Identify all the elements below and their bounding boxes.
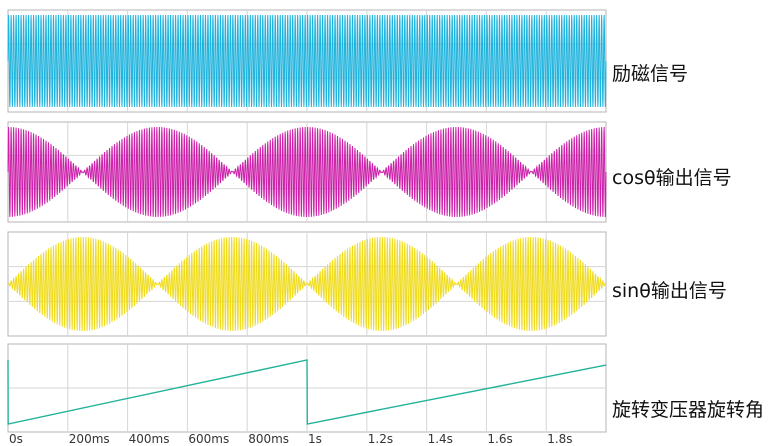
x-tick-label: 800ms — [248, 432, 289, 446]
x-tick-label: 1.2s — [368, 432, 393, 446]
rotation-angle-trace — [7, 359, 607, 425]
label-cos-output-signal: cosθ输出信号 — [612, 167, 732, 189]
label-sin-output-signal: sinθ输出信号 — [612, 280, 727, 302]
x-tick-label: 0s — [9, 432, 23, 446]
x-tick-label: 400ms — [129, 432, 170, 446]
sin-output-trace — [7, 236, 607, 332]
label-rotation-angle: 旋转变压器旋转角 — [612, 399, 765, 421]
x-tick-label: 1.8s — [547, 432, 572, 446]
x-tick-label: 600ms — [188, 432, 229, 446]
cos-output-trace — [7, 126, 607, 218]
x-tick-label: 1.4s — [428, 432, 453, 446]
x-tick-label: 1s — [308, 432, 322, 446]
x-tick-label: 1.6s — [487, 432, 512, 446]
x-tick-label: 200ms — [69, 432, 110, 446]
label-excitation-signal: 励磁信号 — [612, 63, 689, 85]
excitation-trace — [7, 14, 607, 108]
